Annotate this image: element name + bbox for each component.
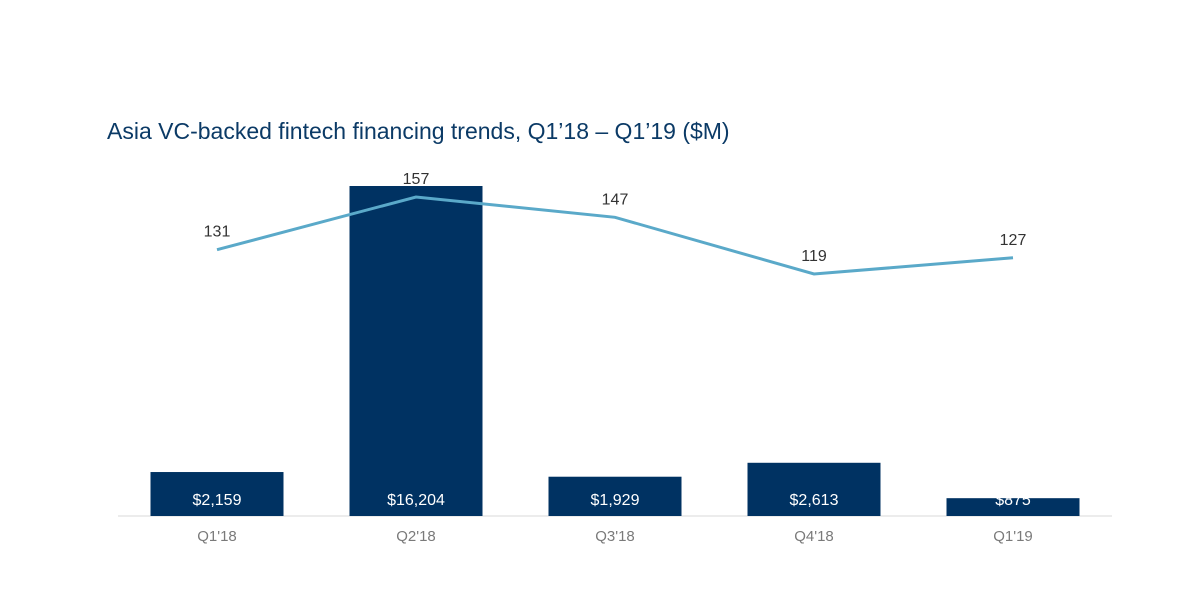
- count-labels-layer: 131 157 147 119 127: [204, 171, 1027, 265]
- x-tick-labels: Q1'18 Q2'18 Q3'18 Q4'18 Q1'19: [197, 528, 1033, 545]
- x-tick-label: Q2'18: [396, 528, 436, 545]
- bar-2: [349, 186, 483, 516]
- bar-value-label: $1,929: [591, 492, 640, 509]
- x-tick-label: Q3'18: [595, 528, 635, 545]
- bars-layer: [150, 186, 1080, 516]
- bar-value-label: $2,613: [790, 492, 839, 509]
- x-tick-label: Q1'19: [993, 528, 1033, 545]
- bar-5: [946, 498, 1080, 516]
- deal-count-line: [216, 195, 1014, 276]
- bar-4: [747, 462, 881, 516]
- bar-value-label: $2,159: [193, 492, 242, 509]
- bar-value-label: $16,204: [387, 492, 445, 509]
- x-tick-label: Q1'18: [197, 528, 237, 545]
- deal-count-label: 119: [801, 248, 827, 265]
- bar-3: [548, 476, 682, 516]
- chart-title: Asia VC-backed fintech financing trends,…: [107, 118, 730, 144]
- bar-1: [150, 472, 284, 516]
- deal-count-label: 147: [602, 191, 629, 208]
- x-tick-label: Q4'18: [794, 528, 834, 545]
- deal-count-label: 131: [204, 224, 231, 241]
- bar-labels-layer: $2,159 $16,204 $1,929 $2,613 $875: [193, 492, 1031, 509]
- deal-count-label: 127: [1000, 232, 1027, 249]
- bar-value-label: $875: [995, 492, 1031, 509]
- deal-count-label: 157: [403, 171, 430, 188]
